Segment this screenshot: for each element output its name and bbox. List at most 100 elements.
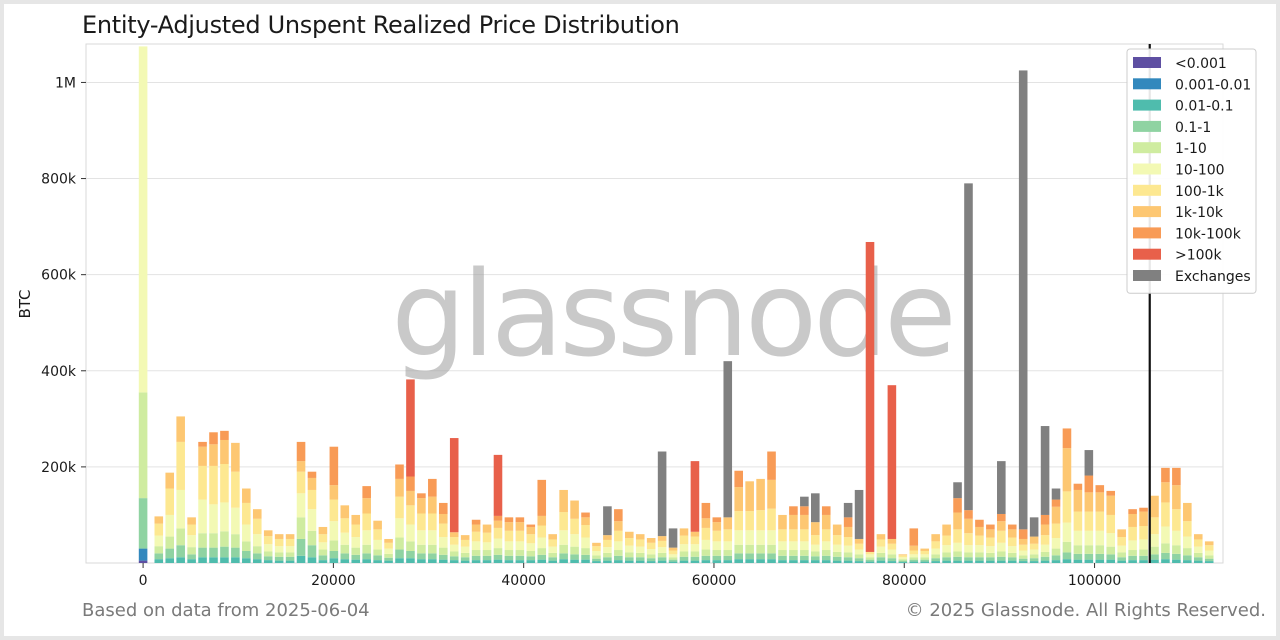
bar-segment [176,441,185,490]
bar-segment [1128,526,1137,541]
bar-segment [1106,546,1116,555]
bar-stack [832,524,842,563]
bar-segment [1161,482,1170,503]
bar-stack [603,506,612,563]
bar-segment [1193,557,1203,561]
bar-segment [898,554,908,556]
bar-segment [712,560,722,563]
bar-stack [1150,495,1159,563]
bar-segment [843,545,853,553]
bar-segment [449,438,459,533]
bar-segment [187,517,196,525]
bar-segment [909,545,919,551]
bar-segment [843,557,853,561]
bar-segment [307,545,317,558]
bar-segment [231,557,240,563]
bar-segment [821,560,831,563]
bar-segment [329,521,339,541]
bar-segment [460,539,470,547]
bar-stack [1139,507,1148,563]
bar-segment [395,464,404,479]
bar-segment [635,539,645,547]
bar-segment [1095,485,1105,493]
bar-segment [329,499,339,522]
bar-segment [1117,560,1126,563]
bar-segment [789,529,798,542]
bar-segment [865,561,875,563]
bar-segment [362,530,371,545]
bar-segment [1161,559,1170,563]
bar-segment [1095,492,1105,512]
bar-segment [537,525,547,538]
bar-segment [1204,555,1214,559]
bar-segment [1183,555,1192,561]
bar-segment [1062,522,1072,542]
bar-segment [821,506,831,515]
bar-segment [581,548,590,555]
bar-stack [242,488,251,563]
bar-segment [1073,559,1083,563]
bar-segment [209,444,218,466]
bar-segment [909,561,919,563]
bar-segment [756,544,765,554]
bar-segment [1172,467,1181,486]
bar-segment [1029,536,1039,544]
bar-segment [964,560,973,563]
bar-stack [909,528,919,563]
bar-stack [997,461,1006,563]
bar-segment [285,534,295,539]
bar-segment [438,537,448,548]
bar-segment [351,514,361,525]
bar-segment [898,559,908,561]
bar-segment [417,544,426,554]
bar-segment [953,556,962,561]
bar-segment [1193,546,1203,553]
bar-segment [1106,533,1116,547]
bar-segment [778,555,787,561]
bar-stack [318,526,328,563]
bar-segment [887,538,897,544]
bar-segment [723,555,733,561]
bar-stack [449,438,459,563]
bar-segment [493,515,503,521]
bar-segment [614,530,623,542]
bar-segment [460,552,470,558]
bar-stack [668,528,678,563]
bar-segment [1029,554,1039,559]
bar-stack [712,517,722,563]
bar-segment [592,546,601,551]
bar-segment [931,554,940,559]
bar-segment [898,557,908,560]
bar-segment [307,509,317,531]
bar-segment [723,529,733,542]
bar-segment [493,520,503,528]
bar-segment [318,555,328,561]
bar-segment [1084,475,1094,493]
bar-segment [1051,506,1061,524]
bar-segment [1018,529,1028,539]
bar-segment [460,557,470,561]
bar-segment [1029,561,1039,563]
bar-segment [1193,539,1203,547]
bar-segment [603,539,612,548]
bar-segment [964,557,973,561]
bar-stack [1183,502,1192,563]
bar-segment [712,555,722,561]
bar-segment [1051,538,1061,549]
bar-segment [1040,535,1050,545]
bar-segment [767,508,776,531]
bar-segment [1139,560,1148,563]
bar-segment [471,524,481,532]
bar-segment [384,560,393,563]
bar-segment [1193,560,1203,563]
bar-segment [329,558,339,563]
bar-segment [635,534,645,540]
x-tick-label: 100000 [1068,573,1121,589]
bar-segment [767,451,776,480]
bar-segment [1040,560,1050,563]
bar-segment [504,560,514,563]
bar-segment [1117,537,1126,546]
bar-segment [975,557,984,561]
bar-segment [548,546,557,553]
bar-segment [362,553,371,560]
